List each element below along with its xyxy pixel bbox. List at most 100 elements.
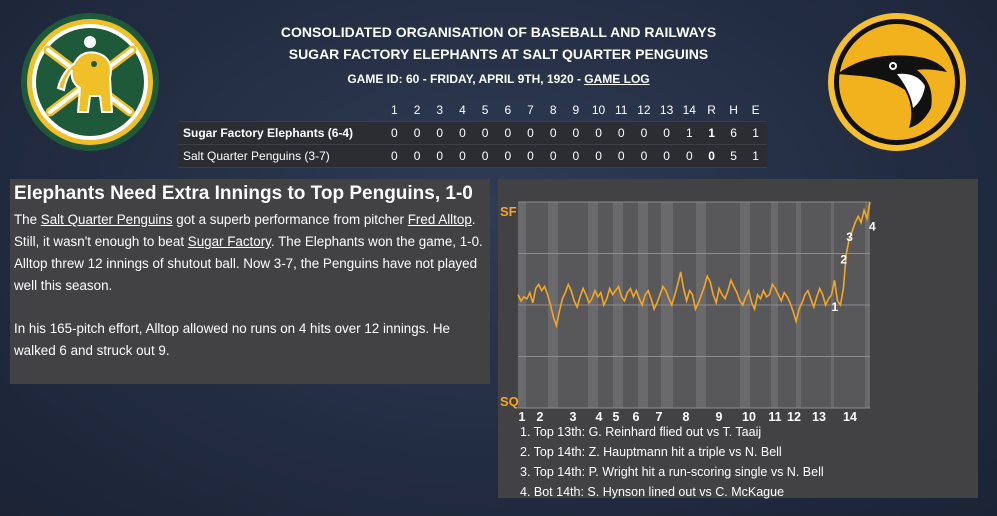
x-tick-label: 14 (843, 410, 857, 424)
inning-score: 0 (640, 126, 648, 140)
game-log-link[interactable]: GAME LOG (584, 72, 650, 86)
inning-score: 0 (527, 149, 534, 163)
x-tick-label: 1 (519, 410, 526, 424)
x-tick-label: 7 (656, 410, 663, 424)
inning-score: 0 (572, 126, 580, 140)
event-marker: 3 (846, 230, 853, 244)
inning-header: 2 (413, 103, 421, 117)
inning-score: 0 (459, 149, 466, 163)
errors-total: 1 (752, 126, 759, 140)
inning-header: 9 (572, 103, 580, 117)
inning-score: 0 (391, 149, 398, 163)
inning-score: 0 (391, 126, 398, 140)
inning-header: 8 (549, 103, 557, 117)
inning-score: 0 (640, 149, 648, 163)
event-marker: 2 (840, 253, 847, 267)
story-paragraph: In his 165-pitch effort, Alltop allowed … (14, 321, 450, 358)
errors-header: E (751, 103, 760, 117)
inning-header: 13 (659, 103, 674, 117)
inning-header: 1 (391, 103, 398, 117)
x-tick-label: 11 (768, 410, 781, 424)
event-item: 1. Top 13th: G. Reinhard flied out vs T.… (520, 425, 762, 439)
penguin-logo (828, 13, 966, 151)
inning-header: 5 (481, 103, 489, 117)
story-text: got a superb performance from pitcher (172, 212, 408, 227)
game-info: GAME ID: 60 - FRIDAY, APRIL 9TH, 1920 - … (0, 72, 997, 86)
errors-total: 1 (752, 149, 759, 163)
inning-score: 0 (504, 126, 512, 140)
inning-score: 0 (413, 126, 421, 140)
inning-score: 1 (685, 126, 693, 140)
x-tick-label: 8 (683, 410, 690, 424)
x-tick-label: 4 (596, 410, 603, 424)
runs-total: 0 (708, 149, 715, 163)
x-axis-ticks: 1 2 3 4 5 6 7 8 9 10 11 12 13 14 (519, 410, 857, 424)
x-tick-label: 2 (537, 410, 544, 424)
y-axis-top-label: SF (500, 204, 517, 219)
inning-header: 11 (614, 103, 628, 117)
box-score-table: 1 2 3 4 5 6 7 8 9 10 11 12 13 14 R H E S… (178, 99, 767, 168)
matchup-title: SUGAR FACTORY ELEPHANTS AT SALT QUARTER … (288, 46, 709, 62)
event-item: 4. Bot 14th: S. Hynson lined out vs C. M… (520, 485, 785, 499)
game-info-text: GAME ID: 60 - FRIDAY, APRIL 9TH, 1920 - (347, 72, 585, 86)
inning-score: 0 (549, 126, 557, 140)
inning-score: 0 (459, 126, 466, 140)
inning-score: 0 (436, 126, 444, 140)
story-text: The (14, 212, 41, 227)
event-item: 3. Top 14th: P. Wright hit a run-scoring… (520, 465, 824, 479)
inning-header: 12 (637, 103, 651, 117)
story-paragraph: The Salt Quarter Penguins got a superb p… (14, 209, 486, 297)
home-team-row: Salt Quarter Penguins (3-7) 0 0 0 0 0 0 … (178, 144, 767, 168)
inning-score: 0 (481, 126, 489, 140)
win-probability-line (517, 201, 871, 329)
event-item: 2. Top 14th: Z. Hauptmann hit a triple v… (520, 445, 782, 459)
inning-score: 0 (595, 126, 602, 140)
inning-score: 0 (663, 149, 670, 163)
elephant-logo (21, 13, 159, 151)
inning-score: 0 (413, 149, 421, 163)
x-tick-label: 9 (716, 410, 723, 424)
inning-score: 0 (685, 149, 693, 163)
inning-header: 6 (504, 103, 512, 117)
hits-header: H (729, 103, 738, 117)
away-team-row: Sugar Factory Elephants (6-4) 0 0 0 0 0 … (178, 121, 767, 145)
runs-header: R (707, 103, 716, 117)
x-tick-label: 12 (787, 410, 801, 424)
box-score-header: 1 2 3 4 5 6 7 8 9 10 11 12 13 14 R H E (178, 99, 767, 122)
away-team-name[interactable]: Sugar Factory Elephants (6-4) (183, 126, 354, 140)
inning-score: 0 (436, 149, 444, 163)
x-tick-label: 10 (742, 410, 756, 424)
league-title: CONSOLIDATED ORGANISATION OF BASEBALL AN… (280, 24, 717, 40)
y-axis-bottom-label: SQ (500, 394, 519, 409)
inning-score: 0 (549, 149, 557, 163)
team-link[interactable]: Salt Quarter Penguins (40, 212, 173, 227)
inning-score: 0 (572, 149, 580, 163)
inning-header: 10 (591, 103, 606, 117)
event-markers: 1 2 3 4 (831, 219, 876, 313)
inning-score: 0 (663, 126, 670, 140)
inning-score: 0 (617, 126, 625, 140)
home-team-name[interactable]: Salt Quarter Penguins (3-7) (183, 149, 330, 163)
inning-header: 3 (436, 103, 444, 117)
inning-header: 4 (459, 103, 466, 117)
story-text: . The Elephants won the game, 1-0. Allto… (14, 234, 483, 293)
story-text: . Still, it wasn't enough to beat (14, 212, 476, 249)
x-tick-label: 6 (633, 410, 640, 424)
inning-score: 0 (481, 149, 489, 163)
inning-score: 0 (527, 126, 534, 140)
x-tick-label: 5 (613, 410, 620, 424)
inning-score: 0 (504, 149, 512, 163)
event-marker: 4 (869, 219, 876, 233)
inning-header: 7 (527, 103, 534, 117)
story-headline: Elephants Need Extra Innings to Top Peng… (14, 183, 473, 204)
hits-total: 5 (730, 149, 737, 163)
x-tick-label: 13 (812, 410, 826, 424)
opponent-link[interactable]: Sugar Factory (187, 234, 271, 249)
pitcher-link[interactable]: Fred Alltop (407, 212, 472, 227)
hits-total: 6 (730, 126, 737, 140)
event-marker: 1 (831, 300, 838, 314)
runs-total: 1 (708, 126, 715, 140)
inning-header: 14 (682, 103, 696, 117)
